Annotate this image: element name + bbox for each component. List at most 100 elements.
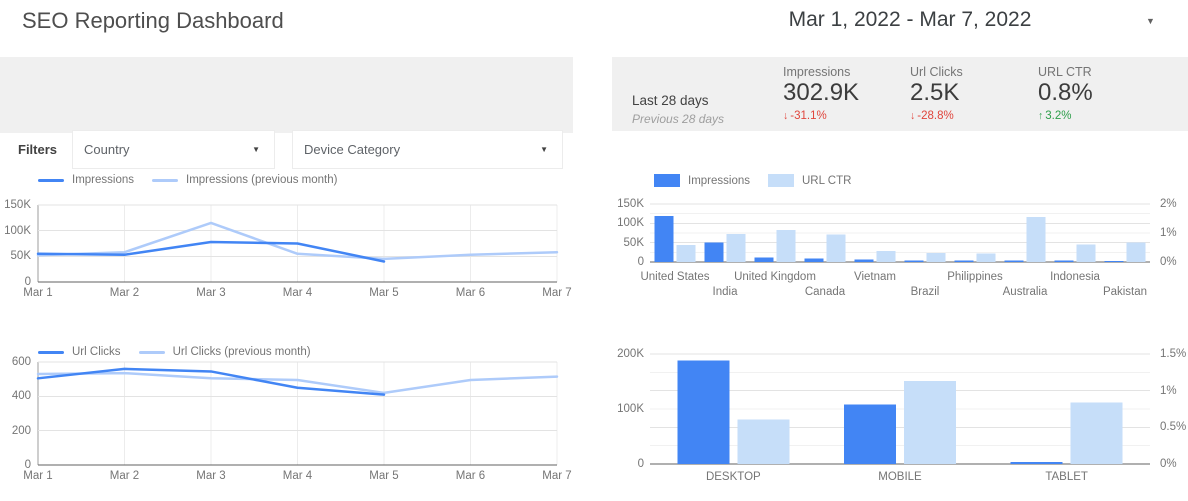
y-axis-label: 400 (11, 390, 31, 403)
bar-impressions-brazil (904, 260, 924, 262)
metric-value: 2.5K (910, 79, 960, 106)
x-axis-label: Mar 5 (369, 470, 399, 482)
x-axis-label: Pakistan (1102, 286, 1148, 298)
y-axis-label: 150K (4, 199, 31, 211)
country-filter-dropdown[interactable]: Country ▼ (72, 130, 275, 169)
bar-impressions-vietnam (854, 259, 874, 262)
bar-impressions-canada (804, 258, 824, 262)
x-axis-label: Mar 4 (282, 287, 313, 299)
arrow-down-icon: ↓ (910, 110, 916, 122)
bar-impressions-pakistan (1104, 260, 1124, 262)
metric-value: 0.8% (1038, 79, 1093, 106)
y-axis-label-left: 0 (637, 458, 644, 470)
y-axis-label: 600 (11, 356, 31, 368)
metric-delta-value: 3.2% (1045, 110, 1072, 122)
y-axis-label-right: 2% (1160, 198, 1177, 210)
legend-label: Url Clicks (previous month) (172, 346, 311, 358)
legend-label: Impressions (688, 174, 750, 187)
bar-url-ctr-united-states (676, 244, 696, 262)
series-line-url-clicks-previous-month (36, 371, 559, 395)
chevron-down-icon: ▼ (540, 145, 548, 154)
x-axis-label: India (712, 286, 738, 298)
y-axis-label: 0 (24, 276, 31, 288)
chart-legend: Impressions Impressions (previous month) (38, 174, 337, 186)
date-range-caret-icon[interactable]: ▼ (1146, 16, 1155, 26)
bar-url-ctr-desktop (737, 419, 790, 464)
x-axis-label: Mar 1 (23, 470, 53, 482)
metric-delta: ↑ 3.2% (1038, 110, 1071, 122)
device-category-filter-label: Device Category (304, 142, 401, 157)
device-category-filter-dropdown[interactable]: Device Category ▼ (292, 130, 563, 169)
x-axis-label: Mar 3 (196, 287, 226, 299)
metric-delta: ↓ -28.8% (910, 110, 954, 122)
filters-panel: Filters Country ▼ Device Category ▼ (0, 57, 573, 169)
metric-label: Impressions (783, 65, 851, 79)
legend-item-impressions-previous-month: Impressions (previous month) (152, 174, 337, 186)
bar-url-ctr-indonesia (1076, 244, 1096, 262)
y-axis-label-right: 1% (1160, 384, 1177, 397)
arrow-up-icon: ↑ (1038, 110, 1044, 122)
chevron-down-icon: ▼ (252, 145, 260, 154)
y-axis-label-right: 1% (1160, 227, 1177, 239)
bar-url-ctr-mobile (904, 381, 956, 464)
metric-delta: ↓ -31.1% (783, 110, 827, 122)
x-axis-label: Mar 5 (369, 287, 399, 299)
series-line-url-clicks (36, 367, 386, 396)
metric-label: Url Clicks (910, 65, 963, 79)
x-axis-label: Mar 2 (109, 287, 140, 299)
metric-value: 302.9K (783, 79, 860, 106)
x-axis-label: Mar 4 (282, 470, 313, 482)
x-axis-label: Mar 6 (455, 287, 486, 299)
x-axis-label: Australia (1002, 286, 1048, 298)
legend-item-url-ctr: URL CTR (768, 174, 851, 187)
metric-label: URL CTR (1038, 65, 1092, 79)
x-axis-label: Mar 6 (455, 470, 486, 482)
legend-item-url-clicks: Url Clicks (38, 346, 121, 358)
y-axis-label-right: 0% (1160, 458, 1177, 470)
bar-url-ctr-pakistan (1126, 242, 1146, 262)
x-axis-label: Mar 7 (542, 470, 572, 482)
y-axis-label-left: 0 (637, 256, 644, 268)
chart-legend: Impressions URL CTR (654, 174, 851, 187)
filters-label: Filters (18, 142, 58, 157)
bar-impressions-tablet (1010, 461, 1063, 464)
x-axis-label: Canada (804, 286, 846, 298)
series-line-impressions-previous-month (36, 221, 559, 261)
chart-canvas (650, 353, 1150, 465)
x-axis-label: Vietnam (854, 271, 896, 283)
y-axis-label: 0 (24, 459, 31, 471)
bar-impressions-philippines (954, 260, 974, 262)
x-axis-label: Mar 3 (196, 470, 226, 482)
y-axis-label-right: 0.5% (1160, 421, 1187, 434)
bar-url-ctr-vietnam (876, 250, 896, 262)
date-range-selector[interactable]: Mar 1, 2022 - Mar 7, 2022 (788, 8, 1032, 31)
bar-impressions-indonesia (1054, 260, 1074, 262)
y-axis-label-left: 150K (617, 198, 644, 210)
legend-swatch-icon (38, 178, 64, 182)
legend-item-impressions: Impressions (38, 174, 134, 186)
bar-impressions-desktop (677, 360, 730, 464)
chart-canvas (36, 204, 559, 283)
country-filter-label: Country (84, 142, 130, 157)
y-axis-label: 100K (4, 224, 31, 237)
metric-delta-value: -31.1% (790, 110, 827, 122)
impressions-trend-line-chart: Impressions Impressions (previous month) 1… (0, 170, 592, 302)
legend-swatch-icon (152, 178, 178, 182)
legend-swatch-icon (654, 174, 680, 187)
period-label: Last 28 days (632, 93, 709, 108)
comparison-period-label: Previous 28 days (632, 112, 725, 126)
bar-url-ctr-brazil (926, 253, 946, 262)
x-axis-label: United Kingdom (734, 271, 816, 283)
chart-legend: Url Clicks Url Clicks (previous month) (38, 346, 311, 358)
legend-item-url-clicks-previous-month: Url Clicks (previous month) (138, 346, 311, 358)
chart-canvas (36, 361, 559, 466)
x-axis-label: United States (640, 271, 710, 283)
bar-impressions-mobile (844, 404, 896, 464)
y-axis-label-right: 1.5% (1160, 348, 1187, 360)
bar-url-ctr-australia (1026, 217, 1046, 262)
impressions-ctr-by-device-bar-chart: DESKTOP MOBILE TABLET 200K 100K 0 1.5% 1% 0.5% 0% (612, 340, 1188, 500)
legend-swatch-icon (138, 350, 165, 354)
y-axis-label: 50K (10, 250, 31, 263)
x-axis-label: Brazil (910, 286, 940, 298)
